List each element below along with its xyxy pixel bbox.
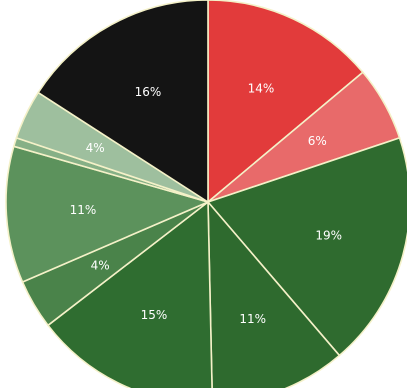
- pie-slice-5: [47, 201, 213, 388]
- slice-label-7: 11%: [70, 203, 97, 217]
- slice-label-4: 11%: [239, 312, 266, 326]
- pie-slices: [5, 0, 407, 388]
- slice-label-10: 16%: [135, 85, 162, 99]
- slice-label-9: 4%: [86, 141, 105, 155]
- pie-slice-3: [207, 137, 407, 357]
- pie-slice-7: [5, 145, 209, 283]
- pie-slice-10: [37, 0, 209, 203]
- slice-label-2: 6%: [308, 134, 327, 148]
- slice-label-3: 19%: [315, 228, 342, 242]
- pie-slice-4: [207, 201, 341, 388]
- slice-label-6: 4%: [91, 259, 110, 273]
- slice-label-1: 14%: [248, 82, 275, 96]
- pie-labels: 14% 6% 19% 11% 15% 4% 11% 4% 16%: [70, 82, 342, 327]
- slice-label-5: 15%: [141, 308, 168, 322]
- pie-slice-1: [207, 0, 364, 203]
